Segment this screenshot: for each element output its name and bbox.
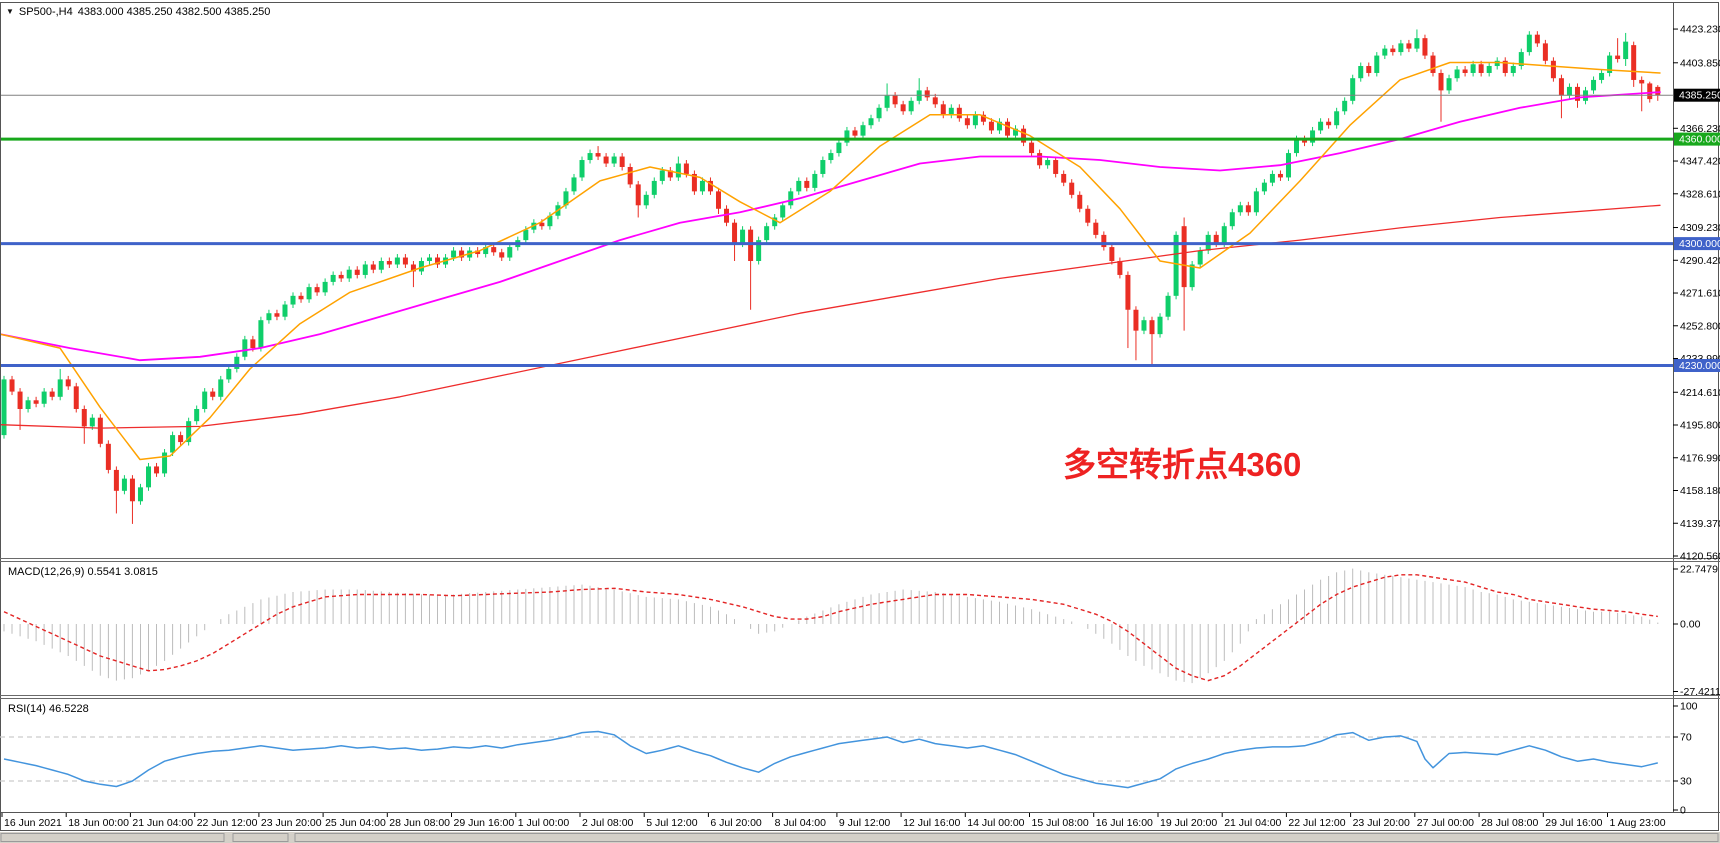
status-bar-segment — [0, 833, 225, 842]
svg-text:4366.230: 4366.230 — [1680, 123, 1720, 135]
svg-text:14 Jul 00:00: 14 Jul 00:00 — [967, 817, 1024, 829]
svg-text:27 Jul 00:00: 27 Jul 00:00 — [1417, 817, 1474, 829]
price-label-4300.000 — [1674, 237, 1720, 251]
svg-text:23 Jul 20:00: 23 Jul 20:00 — [1353, 817, 1410, 829]
status-bar-segment — [294, 833, 1719, 842]
svg-text:9 Jul 12:00: 9 Jul 12:00 — [839, 817, 891, 829]
svg-text:0.00: 0.00 — [1680, 619, 1701, 631]
rsi-layer — [0, 730, 1672, 789]
svg-text:70: 70 — [1680, 732, 1692, 744]
svg-text:22 Jul 12:00: 22 Jul 12:00 — [1288, 817, 1345, 829]
svg-text:4214.610: 4214.610 — [1680, 387, 1720, 399]
svg-text:-27.4211: -27.4211 — [1680, 686, 1720, 698]
svg-text:0: 0 — [1680, 805, 1686, 817]
svg-text:18 Jun 00:00: 18 Jun 00:00 — [68, 817, 129, 829]
svg-text:8 Jul 04:00: 8 Jul 04:00 — [775, 817, 827, 829]
svg-text:28 Jul 08:00: 28 Jul 08:00 — [1481, 817, 1538, 829]
svg-text:16 Jul 16:00: 16 Jul 16:00 — [1096, 817, 1153, 829]
macd-signal-line — [3, 574, 1658, 682]
svg-text:4139.370: 4139.370 — [1680, 518, 1720, 530]
svg-text:22 Jun 12:00: 22 Jun 12:00 — [197, 817, 258, 829]
svg-text:4290.420: 4290.420 — [1680, 255, 1720, 267]
svg-text:100: 100 — [1680, 701, 1698, 713]
svg-text:16 Jun 2021: 16 Jun 2021 — [4, 817, 62, 829]
svg-text:22.7479: 22.7479 — [1680, 564, 1718, 576]
svg-text:4252.800: 4252.800 — [1680, 320, 1720, 332]
svg-text:5 Jul 12:00: 5 Jul 12:00 — [646, 817, 698, 829]
price-label-4360.000 — [1674, 132, 1720, 146]
svg-text:1 Aug 23:00: 1 Aug 23:00 — [1610, 817, 1666, 829]
price-label-4385.250 — [1674, 88, 1720, 102]
rsi-line — [3, 730, 1658, 789]
svg-text:15 Jul 08:00: 15 Jul 08:00 — [1032, 817, 1089, 829]
svg-text:4423.230: 4423.230 — [1680, 24, 1720, 36]
price-axis[interactable]: 4423.230 4403.850 4366.230 4347.420 4328.610… — [1673, 24, 1720, 563]
ma-slow-line — [0, 204, 1661, 429]
ma-fast-line — [0, 61, 1661, 461]
svg-text:4195.800: 4195.800 — [1680, 420, 1720, 432]
svg-text:4176.990: 4176.990 — [1680, 452, 1720, 464]
price-label-4230.000 — [1674, 359, 1720, 372]
svg-text:19 Jul 20:00: 19 Jul 20:00 — [1160, 817, 1217, 829]
status-bar — [0, 832, 1720, 843]
macd-layer — [3, 568, 1659, 684]
quick-trade-toggle-icon[interactable]: ▼ — [6, 7, 14, 16]
macd-axis[interactable]: 22.7479 0.00 -27.4211 — [1673, 564, 1720, 699]
svg-text:1 Jul 00:00: 1 Jul 00:00 — [518, 817, 570, 829]
svg-text:30: 30 — [1680, 776, 1692, 788]
svg-text:21 Jul 04:00: 21 Jul 04:00 — [1224, 817, 1281, 829]
svg-text:4385.250: 4385.250 — [1679, 90, 1720, 102]
svg-text:29 Jun 16:00: 29 Jun 16:00 — [454, 817, 515, 829]
svg-text:4347.420: 4347.420 — [1680, 156, 1720, 168]
rsi-axis[interactable]: 100 70 30 0 — [1673, 701, 1698, 817]
rsi-indicator-label: RSI(14) 46.5228 — [8, 703, 89, 715]
svg-text:4271.610: 4271.610 — [1680, 288, 1720, 300]
candles-layer — [1, 29, 1661, 524]
svg-text:4360.000: 4360.000 — [1679, 134, 1720, 146]
text-annotation: 多空转折点4360 — [1063, 446, 1302, 483]
svg-text:4403.850: 4403.850 — [1680, 57, 1720, 69]
status-bar-segment — [232, 833, 289, 842]
svg-text:6 Jul 20:00: 6 Jul 20:00 — [710, 817, 762, 829]
svg-text:4328.610: 4328.610 — [1680, 188, 1720, 200]
symbol-period-label: SP500-,H4 — [18, 6, 73, 18]
svg-text:4309.230: 4309.230 — [1680, 222, 1720, 234]
svg-text:28 Jun 08:00: 28 Jun 08:00 — [389, 817, 450, 829]
svg-text:23 Jun 20:00: 23 Jun 20:00 — [261, 817, 322, 829]
chart-plot-area[interactable] — [0, 3, 1673, 556]
ma-mid-line — [0, 91, 1661, 362]
svg-text:12 Jul 16:00: 12 Jul 16:00 — [903, 817, 960, 829]
ohlc-readout: 4383.000 4385.250 4382.500 4385.250 — [77, 6, 271, 18]
svg-text:29 Jul 16:00: 29 Jul 16:00 — [1545, 817, 1602, 829]
chart-title: ▼ SP500-,H4 4383.000 4385.250 4382.500 4… — [6, 6, 270, 18]
svg-text:2 Jul 08:00: 2 Jul 08:00 — [582, 817, 634, 829]
svg-text:25 Jun 04:00: 25 Jun 04:00 — [325, 817, 386, 829]
svg-text:21 Jun 04:00: 21 Jun 04:00 — [132, 817, 193, 829]
svg-text:4300.000: 4300.000 — [1679, 238, 1720, 250]
svg-text:4158.180: 4158.180 — [1680, 485, 1720, 497]
svg-text:4230.000: 4230.000 — [1679, 360, 1720, 372]
time-axis[interactable]: 16 Jun 2021 18 Jun 00:00 21 Jun 04:00 22 Ju… — [1, 813, 1666, 829]
svg-text:4120.560: 4120.560 — [1680, 551, 1720, 563]
macd-indicator-label: MACD(12,26,9) 0.5541 3.0815 — [8, 566, 158, 578]
